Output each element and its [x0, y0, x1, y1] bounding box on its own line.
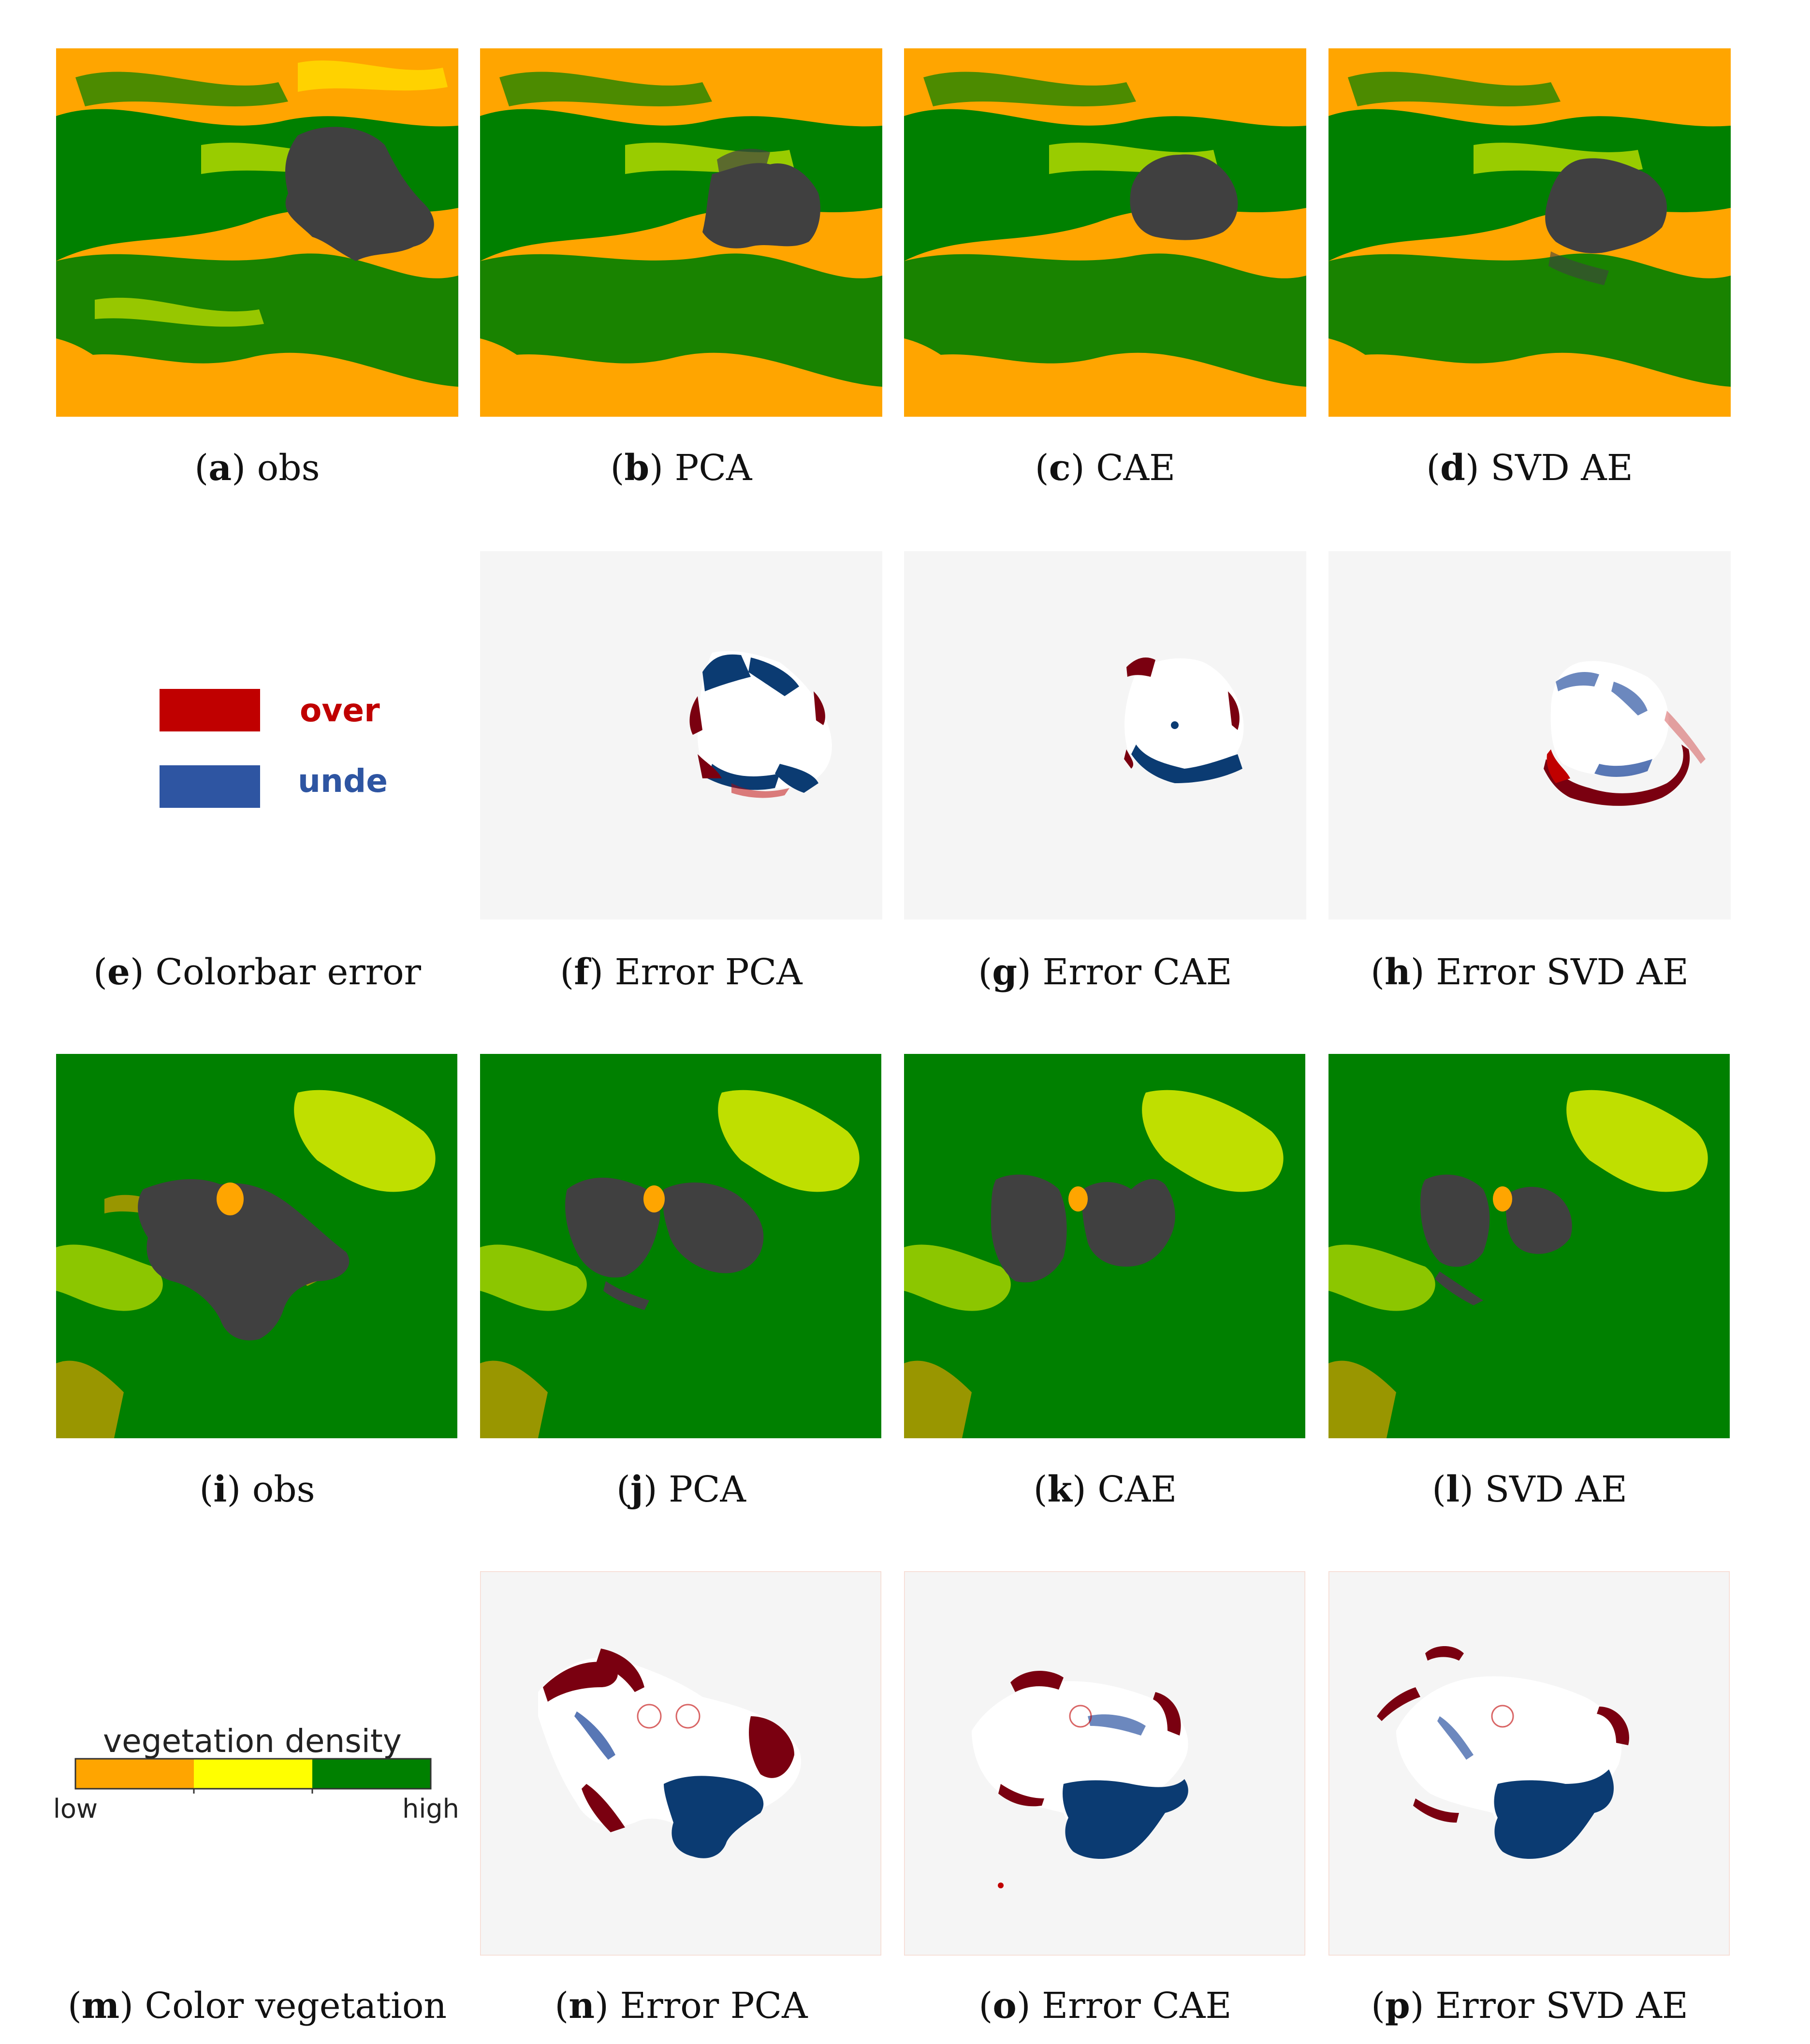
caption-g: (g) Error CAE — [978, 951, 1232, 993]
panel-p-image — [1328, 1571, 1730, 1956]
caption-o: (o) Error CAE — [978, 1985, 1232, 2027]
caption-d: (d) SVD AE — [1426, 447, 1633, 489]
medium-swatch — [194, 1759, 312, 1789]
caption-m: (m) Color vegetation — [67, 1985, 447, 2027]
panel-d-image — [1328, 48, 1731, 417]
panel-f-image — [480, 551, 882, 920]
vegetation-legend-title: vegetation density — [103, 1723, 402, 1760]
caption-i: (i) obs — [199, 1469, 315, 1510]
panel-n-image — [480, 1571, 881, 1956]
high-label: high — [402, 1794, 459, 1824]
panel-c-image — [904, 48, 1306, 417]
caption-a: (a) obs — [194, 447, 320, 489]
caption-l: (l) SVD AE — [1432, 1469, 1627, 1510]
panel-j-image — [480, 1054, 881, 1438]
caption-k: (k) CAE — [1033, 1469, 1177, 1510]
caption-f: (f) Error PCA — [560, 951, 803, 993]
burned-area — [285, 127, 434, 261]
low-label: low — [53, 1794, 98, 1824]
caption-j: (j) PCA — [616, 1469, 746, 1510]
caption-e: (e) Colorbar error — [93, 951, 421, 993]
under-label: under — [298, 762, 387, 800]
caption-p: (p) Error SVD AE — [1371, 1985, 1688, 2027]
low-swatch — [75, 1759, 194, 1789]
burned-area — [138, 1179, 350, 1341]
panel-h-image — [1328, 551, 1731, 920]
panel-o-image — [904, 1571, 1305, 1956]
caption-b: (b) PCA — [610, 447, 752, 489]
panel-e-error-legend: over under — [145, 677, 387, 822]
caption-n: (n) Error PCA — [555, 1985, 808, 2027]
panel-a-image — [56, 48, 458, 417]
under-swatch — [160, 765, 260, 808]
over-label: over — [300, 692, 380, 729]
panel-k-image — [904, 1054, 1305, 1438]
panel-l-image — [1328, 1054, 1730, 1438]
caption-h: (h) Error SVD AE — [1371, 951, 1689, 993]
panel-i-image — [56, 1054, 457, 1438]
caption-c: (c) CAE — [1035, 447, 1176, 489]
panel-b-image — [480, 48, 882, 417]
over-swatch — [160, 689, 260, 731]
high-swatch — [312, 1759, 431, 1789]
panel-m-vegetation-legend: vegetation density low high — [48, 1721, 474, 1832]
panel-g-image — [904, 551, 1306, 920]
